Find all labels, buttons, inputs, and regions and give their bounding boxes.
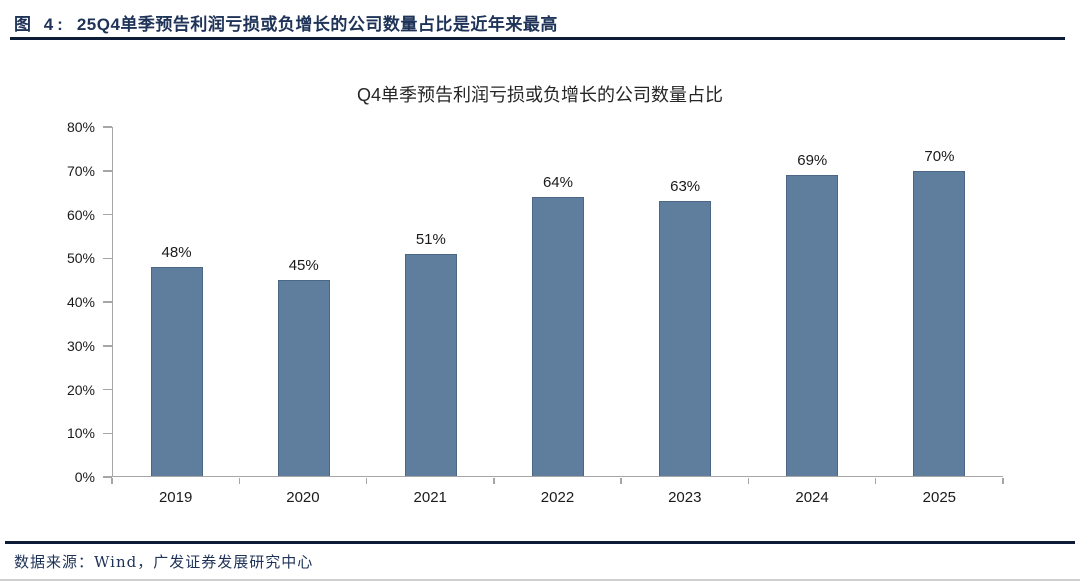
bar: 45% <box>277 257 330 476</box>
bar-value-label: 69% <box>797 152 828 169</box>
x-axis-tick-mark <box>1002 478 1004 484</box>
x-axis-tick-mark <box>238 478 241 484</box>
bar-group: 69% <box>749 127 876 476</box>
bar-group: 51% <box>367 127 494 476</box>
x-axis-labels: 2019 2020 2021 2022 2023 2024 2025 <box>112 489 1003 506</box>
bar: 48% <box>150 244 203 476</box>
y-axis-tick-mark <box>103 257 112 259</box>
figure-header: 图 4: 25Q4单季预告利润亏损或负增长的公司数量占比是近年来最高 <box>14 10 1066 35</box>
bar: 64% <box>531 174 584 476</box>
y-axis-tick-mark <box>103 126 112 128</box>
x-axis-tick-label: 2023 <box>668 489 702 506</box>
y-axis-tick-label: 80% <box>66 119 95 135</box>
y-axis-tick-mark <box>103 213 112 216</box>
bars-row: 48% 45% 51% 64% 63% 69% 70% <box>113 127 1003 476</box>
bar-value-label: 70% <box>924 147 955 165</box>
x-axis-tick-label: 2019 <box>158 489 193 506</box>
bar: 69% <box>786 152 839 476</box>
x-axis-tick-mark <box>620 478 622 484</box>
x-axis-tick-label: 2020 <box>286 489 320 506</box>
bar-value-label: 63% <box>670 178 701 196</box>
bar: 70% <box>913 148 966 476</box>
bar-group: 70% <box>876 127 1003 476</box>
figure-title: 25Q4单季预告利润亏损或负增长的公司数量占比是近年来最高 <box>76 15 558 34</box>
bar-value-label: 51% <box>415 230 446 248</box>
x-axis-tick-label: 2021 <box>413 489 447 506</box>
y-axis-ticks <box>103 126 112 478</box>
bar-group: 48% <box>113 127 240 476</box>
y-axis-tick-mark <box>103 476 112 478</box>
y-axis-tick-mark <box>103 345 112 347</box>
bar-group: 64% <box>494 127 621 476</box>
bar-group: 45% <box>240 127 367 476</box>
x-axis-tick-label: 2022 <box>540 489 575 506</box>
bar-value-label: 48% <box>161 243 192 261</box>
y-axis-tick-label: 60% <box>66 206 95 223</box>
x-axis-ticks <box>111 478 1004 484</box>
plot-area: 48% 45% 51% 64% 63% 69% 70% <box>112 127 1003 477</box>
footer-rule <box>5 541 1075 544</box>
y-axis-tick-label: 10% <box>66 425 95 442</box>
x-axis-tick-mark <box>874 478 877 484</box>
x-axis-tick-label: 2025 <box>922 489 957 506</box>
y-axis-tick-label: 20% <box>66 381 95 398</box>
bar-group: 63% <box>622 127 749 476</box>
y-axis-tick-label: 40% <box>66 294 95 310</box>
y-axis-tick-mark <box>103 388 112 391</box>
x-axis-tick-mark <box>111 478 113 484</box>
x-axis-tick-mark <box>493 478 495 484</box>
y-axis-tick-label: 50% <box>66 250 95 267</box>
header-rule <box>10 37 1065 40</box>
x-axis-tick-mark <box>365 478 368 484</box>
y-axis-tick-label: 30% <box>66 337 95 354</box>
figure-label: 图 4: <box>14 15 67 34</box>
data-source-text: 数据来源：Wind，广发证券发展研究中心 <box>14 553 314 571</box>
y-axis-tick-mark <box>103 170 112 172</box>
bottom-edge-line <box>0 579 1080 581</box>
bar: 63% <box>659 178 712 476</box>
bar: 51% <box>404 231 457 476</box>
bar-value-label: 45% <box>288 256 319 274</box>
x-axis-tick-label: 2024 <box>795 489 829 506</box>
chart-title: Q4单季预告利润亏损或负增长的公司数量占比 <box>356 85 723 105</box>
y-axis-tick-mark <box>103 432 112 434</box>
y-axis-labels: 80% 70% 60% 50% 40% 30% 20% 10% 0% <box>0 119 95 485</box>
y-axis-tick-mark <box>103 301 112 303</box>
y-axis-tick-label: 70% <box>66 162 95 179</box>
x-axis-tick-mark <box>747 478 750 484</box>
bar-value-label: 64% <box>542 173 573 191</box>
y-axis-tick-label: 0% <box>74 469 95 485</box>
